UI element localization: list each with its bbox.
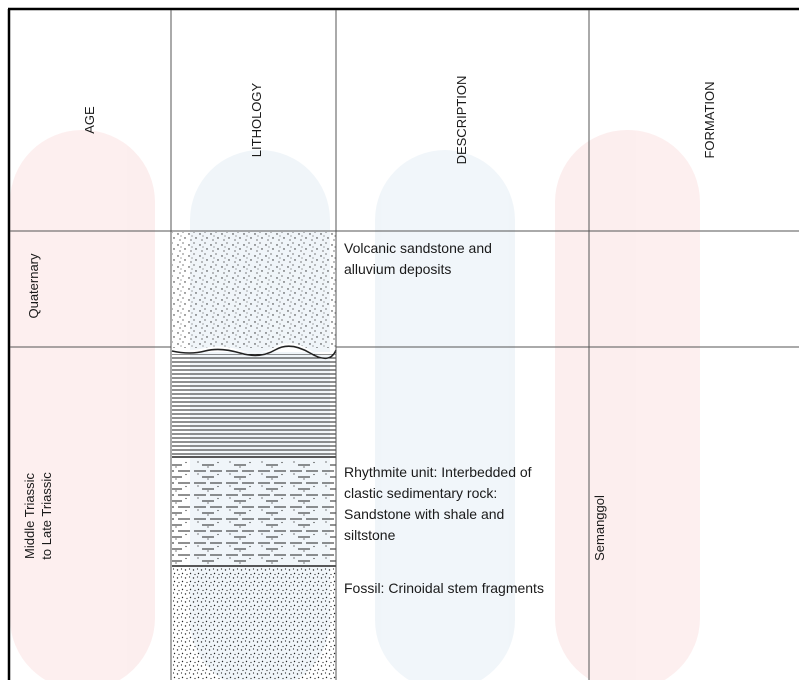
lithology-shale	[172, 354, 336, 456]
age-late-triassic: to Late Triassic	[39, 472, 54, 560]
description-line: Sandstone with shale and	[344, 506, 505, 522]
header-formation: FORMATION	[702, 81, 717, 159]
formation-semanggol: Semanggol	[592, 495, 607, 561]
description-line: clastic sedimentary rock:	[344, 485, 498, 501]
lithology-sandstone-bottom	[172, 568, 336, 680]
description-line: Rhythmite unit: Interbedded of	[344, 464, 532, 480]
description-triassic: Rhythmite unit: Interbedded of clastic s…	[344, 462, 532, 546]
header-description: DESCRIPTION	[454, 75, 469, 165]
age-quaternary: Quaternary	[26, 253, 41, 319]
description-line: Volcanic sandstone and	[344, 240, 492, 256]
header-age: AGE	[82, 106, 97, 134]
lithology-siltstone	[172, 460, 336, 566]
description-line: siltstone	[344, 527, 396, 543]
age-middle-triassic: Middle Triassic	[22, 473, 37, 559]
fossil-note: Fossil: Crinoidal stem fragments	[344, 580, 544, 596]
description-quaternary: Volcanic sandstone and alluvium deposits	[344, 238, 492, 280]
header-lithology: LITHOLOGY	[249, 82, 264, 158]
lithology-sandstone-top	[172, 232, 336, 348]
description-line: alluvium deposits	[344, 261, 452, 277]
